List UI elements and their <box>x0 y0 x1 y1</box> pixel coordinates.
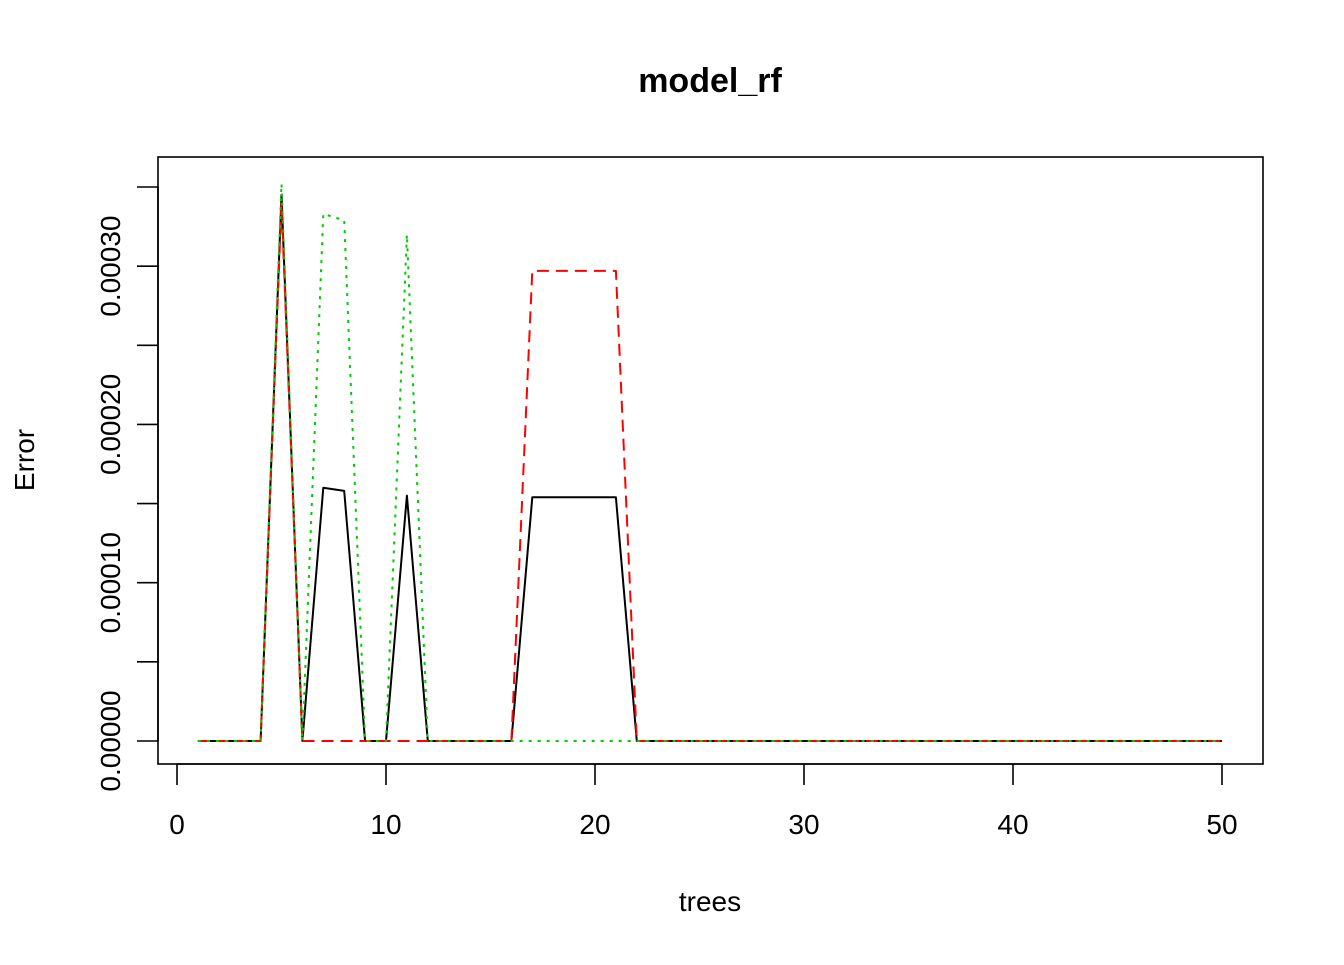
x-axis-label: trees <box>679 886 741 917</box>
series-line-2 <box>197 201 1222 742</box>
y-axis-label: Error <box>9 429 40 491</box>
x-tick-label: 40 <box>997 809 1028 840</box>
x-tick-label: 50 <box>1206 809 1237 840</box>
series-line-1 <box>197 193 1222 742</box>
y-tick-label: 0.00020 <box>95 374 126 475</box>
y-tick-label: 0.00000 <box>95 690 126 791</box>
y-axis: 0.00000 0.00010 0.00020 0.00030 <box>95 186 159 792</box>
x-tick-label: 0 <box>169 809 185 840</box>
x-tick-label: 10 <box>370 809 401 840</box>
plot-frame <box>157 156 1264 765</box>
x-tick-label: 30 <box>788 809 819 840</box>
y-tick-label: 0.00010 <box>95 532 126 633</box>
y-tick-label: 0.00030 <box>95 216 126 317</box>
x-axis: 0 10 20 30 40 50 <box>169 763 1238 840</box>
series-line-3 <box>197 182 1222 742</box>
series-lines <box>197 182 1222 742</box>
x-tick-label: 20 <box>579 809 610 840</box>
chart-title: model_rf <box>638 62 782 100</box>
